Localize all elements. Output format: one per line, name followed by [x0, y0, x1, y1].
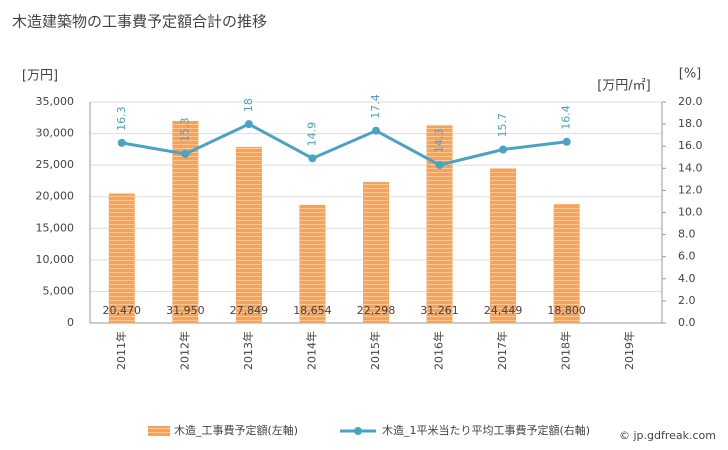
y2-tick-label: 10.0 — [678, 206, 703, 219]
y-axis-label: [万円] — [22, 69, 58, 84]
y-tick-label: 10,000 — [36, 253, 75, 266]
y2-tick-label: 4.0 — [678, 272, 696, 285]
y-tick-label: 0 — [67, 316, 74, 329]
bar — [363, 181, 389, 324]
bar-value-label: 18,800 — [547, 304, 586, 317]
line-point — [435, 160, 444, 169]
line-point — [499, 145, 508, 154]
legend-label: 木造_工事費予定額(左軸) — [174, 423, 298, 437]
y-tick-label: 20,000 — [36, 190, 75, 203]
line-point — [244, 120, 253, 129]
bar-value-label: 18,654 — [293, 304, 332, 317]
line-point — [372, 126, 380, 135]
line-value-label: 14.3 — [433, 128, 446, 153]
x-tick-label: 2017年 — [495, 331, 509, 370]
y2-tick-label: 14.0 — [678, 161, 703, 174]
bar-value-label: 31,261 — [420, 304, 459, 317]
x-tick-label: 2015年 — [368, 331, 382, 370]
x-tick-label: 2012年 — [177, 331, 191, 370]
bar-value-label: 24,449 — [484, 304, 523, 317]
line-value-label: 17.4 — [369, 94, 382, 119]
line-point — [308, 154, 317, 163]
x-tick-label: 2018年 — [559, 331, 573, 370]
x-tick-label: 2014年 — [304, 331, 318, 370]
x-tick-label: 2019年 — [622, 331, 636, 370]
line-value-label: 15.7 — [496, 113, 509, 137]
line-value-label: 16.3 — [115, 106, 128, 130]
line-point — [117, 138, 126, 147]
source: © jp.gdfreak.com — [619, 429, 716, 442]
bar-value-label: 31,950 — [166, 304, 205, 317]
y2-tick-label: 6.0 — [678, 250, 696, 263]
y-tick-label: 25,000 — [36, 158, 75, 171]
line-value-label: 18 — [242, 98, 255, 112]
y-tick-label: 5,000 — [43, 284, 75, 297]
bar — [299, 204, 326, 324]
y2-tick-label: 20.0 — [678, 95, 703, 108]
bar — [490, 168, 517, 324]
y2-axis-label: [%] — [679, 67, 702, 82]
x-tick-label: 2016年 — [432, 331, 446, 370]
y2-tick-label: 18.0 — [678, 117, 703, 130]
y-tick-label: 15,000 — [36, 221, 75, 234]
bar — [108, 193, 135, 324]
bar-value-label: 27,849 — [230, 304, 269, 317]
legend-swatch — [148, 426, 170, 436]
legend-swatch — [354, 427, 362, 435]
bar — [553, 204, 580, 324]
y2-tick-label: 12.0 — [678, 183, 703, 196]
y2-unit-label: [万円/㎡] — [597, 79, 651, 94]
y-tick-label: 30,000 — [36, 127, 75, 140]
line-point — [562, 137, 571, 146]
x-tick-label: 2013年 — [241, 331, 255, 370]
bar-value-label: 20,470 — [103, 304, 142, 317]
legend-label: 木造_1平米当たり平均工事費予定額(右軸) — [382, 423, 590, 437]
line-value-label: 14.9 — [305, 122, 318, 147]
y2-tick-label: 2.0 — [678, 294, 696, 307]
line-value-label: 16.4 — [560, 105, 573, 130]
y-tick-label: 35,000 — [36, 95, 75, 108]
bar — [426, 125, 453, 324]
bar-value-label: 22,298 — [357, 304, 396, 317]
chart-title: 木造建築物の工事費予定額合計の推移 — [12, 13, 267, 31]
bar — [235, 146, 262, 324]
y2-tick-label: 16.0 — [678, 139, 703, 152]
line — [121, 122, 567, 167]
x-tick-label: 2011年 — [114, 331, 128, 370]
line-value-label: 15.3 — [178, 117, 191, 142]
y2-tick-label: 8.0 — [678, 228, 696, 241]
y2-tick-label: 0.0 — [678, 316, 696, 329]
line-point — [181, 149, 190, 158]
